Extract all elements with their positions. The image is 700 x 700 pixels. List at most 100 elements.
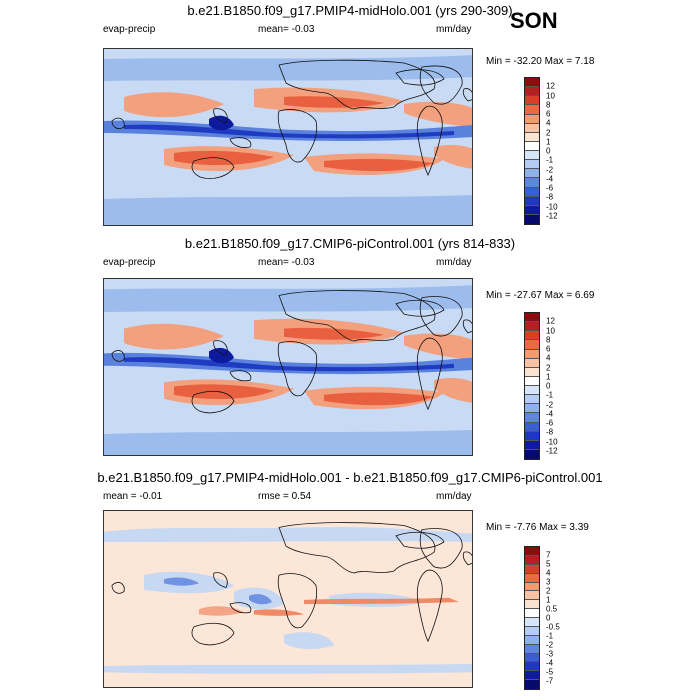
colorbar-tick-label: -8: [546, 427, 554, 437]
colorbar-tick-label: 12: [546, 81, 555, 91]
colorbar-tick-label: 10: [546, 326, 555, 335]
colorbar-segment: [525, 635, 539, 645]
colorbar-segment: [525, 413, 539, 423]
min-max-label: Min = -27.67 Max = 6.69: [486, 290, 595, 301]
colorbar-tick-label: -4: [546, 174, 554, 184]
colorbar: [524, 546, 540, 690]
colorbar-tick-label: 0: [546, 146, 551, 156]
colorbar-tick-label: -2: [546, 640, 554, 650]
panel-title: b.e21.B1850.f09_g17.CMIP6-piControl.001 …: [184, 236, 516, 251]
colorbar-tick-label: 12: [546, 316, 555, 326]
colorbar-segment: [525, 662, 539, 672]
panel-title: b.e21.B1850.f09_g17.PMIP4-midHolo.001 - …: [97, 470, 603, 485]
colorbar-segment: [525, 367, 539, 377]
colorbar-segment: [525, 214, 539, 224]
colorbar-segment: [525, 322, 539, 332]
colorbar-segment: [525, 123, 539, 133]
colorbar-tick-label: -3: [546, 649, 554, 659]
colorbar-segment: [525, 178, 539, 188]
colorbar-segment: [525, 555, 539, 565]
rmse-label: rmse = 0.54: [258, 491, 312, 502]
colorbar-segment: [525, 160, 539, 170]
colorbar: [524, 77, 540, 225]
colorbar-segment: [525, 591, 539, 601]
map-svg: [104, 49, 472, 225]
colorbar-tick-label: -10: [546, 437, 558, 446]
colorbar-tick-label: -6: [546, 418, 554, 428]
units-label: mm/day: [436, 24, 472, 35]
colorbar-segment: [525, 132, 539, 142]
colorbar-tick-label: 4: [546, 353, 551, 363]
colorbar-tick-label: -4: [546, 409, 554, 419]
colorbar-tick-label: 1: [546, 372, 551, 382]
colorbar-tick-label: -1: [546, 390, 554, 400]
map-panel: [103, 278, 473, 456]
season-label: SON: [510, 8, 558, 33]
colorbar-segment: [525, 349, 539, 359]
colorbar-segment: [525, 151, 539, 161]
min-max-label: Min = -7.76 Max = 3.39: [486, 522, 589, 533]
colorbar-tick-label: -0.5: [546, 622, 560, 632]
colorbar-segment: [525, 680, 539, 689]
map-panel: [103, 510, 473, 688]
colorbar-tick-label: 3: [546, 577, 551, 587]
colorbar-segment: [525, 422, 539, 432]
colorbar-tick-label: 2: [546, 363, 551, 372]
colorbar-segment: [525, 600, 539, 610]
min-max-label: Min = -32.20 Max = 7.18: [486, 56, 595, 67]
colorbar-segment: [525, 78, 539, 88]
colorbar-tick-label: 4: [546, 118, 551, 128]
colorbar-segment: [525, 582, 539, 592]
colorbar-tick-label: -12: [546, 446, 558, 456]
units-label: mm/day: [436, 257, 472, 268]
colorbar-segment: [525, 340, 539, 350]
units-label: mm/day: [436, 491, 472, 502]
colorbar-tick-label: 7: [546, 550, 551, 560]
colorbar-segment: [525, 105, 539, 115]
colorbar-tick-label: 2: [546, 586, 551, 596]
colorbar-segment: [525, 376, 539, 386]
variable-label: evap-precip: [103, 24, 156, 35]
colorbar-tick-label: -4: [546, 658, 554, 668]
colorbar-segment: [525, 187, 539, 197]
colorbar-segment: [525, 114, 539, 124]
colorbar-tick-label: -2: [546, 400, 554, 409]
mean-label: mean= -0.03: [258, 24, 315, 35]
colorbar: [524, 312, 540, 460]
colorbar-segment: [525, 386, 539, 396]
colorbar-segment: [525, 169, 539, 179]
colorbar-tick-label: 6: [546, 344, 551, 354]
colorbar-tick-label: 10: [546, 91, 555, 100]
colorbar-tick-label: 0: [546, 381, 551, 391]
colorbar-segment: [525, 358, 539, 368]
map-panel: [103, 48, 473, 226]
colorbar-tick-label: -1: [546, 631, 554, 641]
map-svg: [104, 279, 472, 455]
colorbar-segment: [525, 205, 539, 215]
colorbar-tick-label: -12: [546, 211, 558, 221]
colorbar-tick-label: -6: [546, 183, 554, 193]
colorbar-tick-label: 1: [546, 595, 551, 605]
panel-title: b.e21.B1850.f09_g17.PMIP4-midHolo.001 (y…: [187, 3, 513, 18]
variable-label: evap-precip: [103, 257, 156, 268]
colorbar-segment: [525, 644, 539, 654]
mean-label: mean = -0.01: [103, 491, 163, 502]
colorbar-tick-label: 8: [546, 335, 551, 345]
colorbar-segment: [525, 618, 539, 627]
colorbar-segment: [525, 141, 539, 151]
colorbar-tick-label: 5: [546, 559, 551, 569]
colorbar-tick-label: 0: [546, 613, 551, 623]
colorbar-tick-label: 1: [546, 137, 551, 147]
colorbar-tick-label: -7: [546, 676, 554, 686]
colorbar-segment: [525, 196, 539, 206]
colorbar-segment: [525, 431, 539, 441]
colorbar-segment: [525, 404, 539, 414]
colorbar-tick-label: -10: [546, 202, 558, 211]
colorbar-tick-label: -5: [546, 667, 554, 677]
colorbar-segment: [525, 626, 539, 636]
colorbar-segment: [525, 671, 539, 681]
colorbar-segment: [525, 564, 539, 574]
colorbar-tick-label: -2: [546, 165, 554, 174]
mean-label: mean= -0.03: [258, 257, 315, 268]
colorbar-segment: [525, 547, 539, 556]
